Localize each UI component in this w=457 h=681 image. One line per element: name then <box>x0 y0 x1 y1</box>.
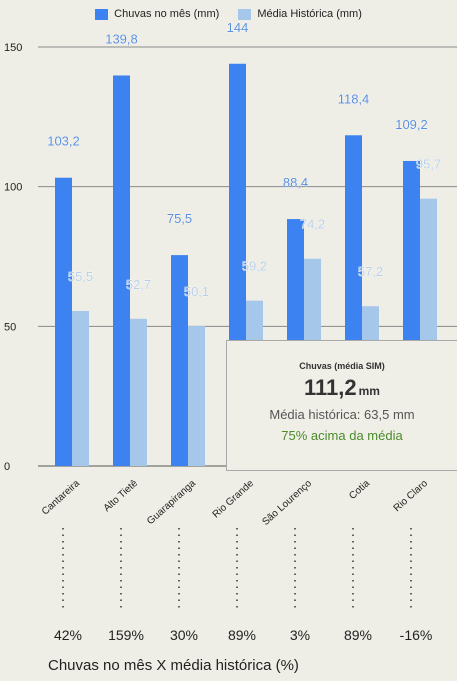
percent-label: 159% <box>108 627 144 643</box>
bar-value-label: 118,4 <box>338 91 370 106</box>
tooltip-historical: Média histórica: 63,5 mm <box>269 407 415 422</box>
bar-historical <box>188 326 205 466</box>
tooltip-title: Chuvas (média SIM) <box>299 361 385 371</box>
bar-value-label: 52,7 <box>126 277 151 292</box>
legend-item-monthly[interactable]: Chuvas no mês (mm) <box>95 8 219 20</box>
x-tick-label: Cotia <box>347 478 372 502</box>
percent-label: 89% <box>228 627 256 643</box>
tooltip-value-row: 111,2 mm <box>227 375 457 401</box>
legend-swatch-historical <box>238 8 252 20</box>
y-tick-label: 100 <box>4 182 22 194</box>
percent-label: 89% <box>344 627 372 643</box>
x-tick-label: Alto Tietê <box>102 478 141 514</box>
tooltip-unit: mm <box>358 384 380 398</box>
y-tick-label: 150 <box>4 42 22 54</box>
legend-item-historical[interactable]: Média Histórica (mm) <box>238 8 362 20</box>
bar-value-label: 88,4 <box>283 175 308 190</box>
legend-swatch-monthly <box>95 8 109 20</box>
bar-monthly <box>55 177 72 466</box>
bar-value-label: 144 <box>227 20 249 35</box>
tooltip-difference: 75% acima da média <box>281 428 403 443</box>
legend: Chuvas no mês (mm) Média Histórica (mm) <box>0 8 457 23</box>
x-tick-label: São Lourenço <box>260 478 314 528</box>
bar-value-label: 74,2 <box>300 217 325 232</box>
bar-value-label: 59,2 <box>242 259 267 274</box>
percent-label: 3% <box>290 627 310 643</box>
bar-value-label: 139,8 <box>105 31 138 46</box>
tooltip-value: 111,2 <box>304 375 357 400</box>
tooltip: Chuvas (média SIM) 111,2 mm Média históri… <box>226 340 457 471</box>
bar-value-label: 95,7 <box>416 157 441 172</box>
x-tick-label: Rio Claro <box>392 478 431 514</box>
percent-label: -16% <box>400 627 433 643</box>
bar-value-label: 75,5 <box>167 211 192 226</box>
x-tick-label: Cantareira <box>40 478 82 518</box>
y-tick-label: 50 <box>4 321 16 333</box>
y-tick-label: 0 <box>4 461 10 473</box>
bar-monthly <box>113 75 130 466</box>
bar-historical <box>130 318 147 466</box>
bar-historical <box>72 310 89 466</box>
bar-value-label: 103,2 <box>47 134 80 149</box>
legend-label-monthly: Chuvas no mês (mm) <box>114 8 220 20</box>
percent-label: 30% <box>170 627 198 643</box>
bar-value-label: 55,5 <box>68 269 93 284</box>
bar-value-label: 57,2 <box>358 264 383 279</box>
legend-label-historical: Média Histórica (mm) <box>257 8 362 20</box>
bar-value-label: 109,2 <box>395 117 428 132</box>
percent-label: 42% <box>54 627 82 643</box>
footer-caption: Chuvas no mês X média histórica (%) <box>48 657 299 674</box>
x-tick-label: Guarapiranga <box>145 478 198 527</box>
x-tick-label: Rio Grande <box>211 478 257 521</box>
bar-value-label: 50,1 <box>184 284 209 299</box>
bar-monthly <box>171 255 188 466</box>
